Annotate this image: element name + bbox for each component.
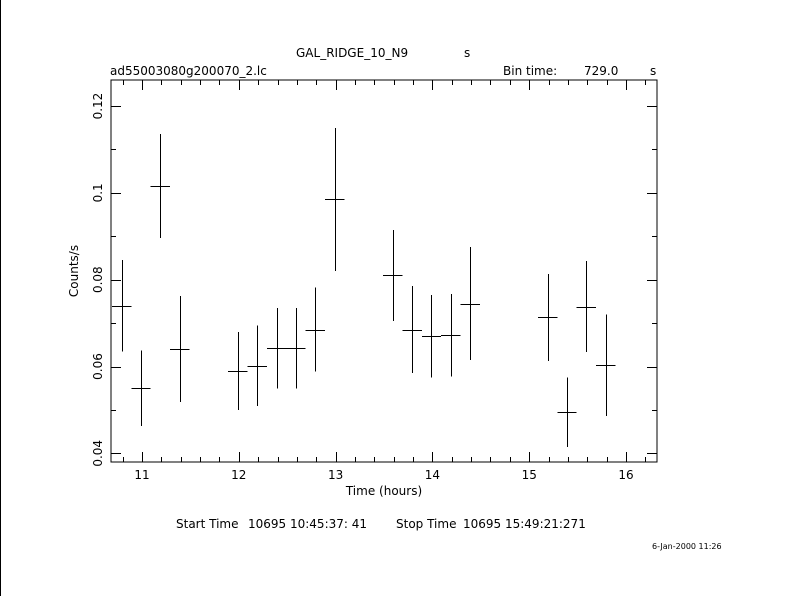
x-tick-label: 15	[522, 468, 537, 482]
start-time-label: Start Time	[176, 517, 239, 531]
bin-time-value: 729.0	[584, 64, 619, 78]
date-stamp: 6-Jan-2000 11:26	[652, 542, 722, 551]
x-tick-label: 13	[328, 468, 343, 482]
plot-frame	[110, 79, 658, 463]
y-tick-label: 0.08	[91, 266, 105, 293]
start-time-value: 10695 10:45:37: 41	[248, 517, 368, 531]
x-tick-label: 14	[425, 468, 440, 482]
stop-time-value: 10695 15:49:21:271	[463, 517, 586, 531]
y-tick-label: 0.12	[91, 93, 105, 120]
chart-title-unit: s	[464, 46, 471, 60]
stop-time-label: Stop Time	[396, 517, 457, 531]
chart-title: GAL_RIDGE_10_N9	[296, 46, 409, 60]
x-axis-label: Time (hours)	[345, 484, 422, 498]
x-tick-label: 11	[134, 468, 149, 482]
window-edge	[0, 0, 1, 596]
file-name: ad55003080g200070_2.lc	[110, 64, 267, 78]
y-axis-label: Counts/s	[67, 245, 81, 297]
y-tick-label: 0.06	[91, 353, 105, 380]
y-tick-label: 0.04	[91, 440, 105, 467]
x-tick-label: 16	[618, 468, 633, 482]
bin-time-unit: s	[650, 64, 657, 78]
x-tick-label: 12	[231, 468, 246, 482]
bin-time-label: Bin time:	[503, 64, 558, 78]
y-tick-label: 0.1	[91, 183, 105, 202]
